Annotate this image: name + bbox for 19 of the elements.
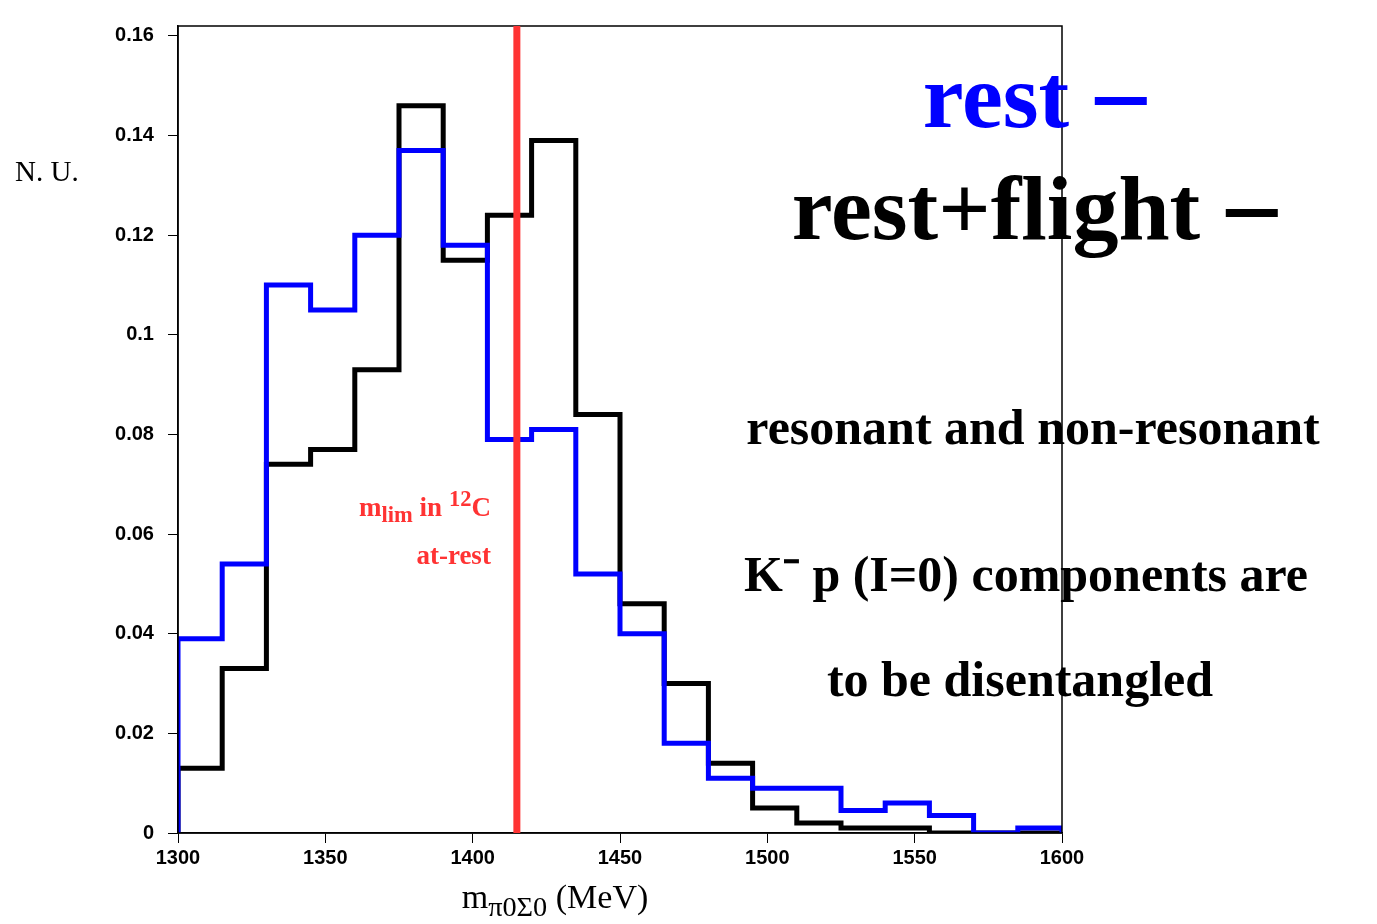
ref-line-label: m$_{lim}$ in $^{12}$C at-rest (359, 484, 491, 572)
x-tick-label: 1500 (745, 845, 790, 868)
y-tick-label: 0 (142, 820, 154, 843)
y-tick-label: 0.16 (115, 23, 154, 46)
y-tick-label: 0.02 (115, 720, 154, 743)
x-tick-label: 1450 (597, 845, 643, 868)
x-axis-title: m$_{π0Σ0}$ (MeV) (461, 878, 649, 923)
y-tick-label: 0.08 (115, 422, 154, 444)
y-tick-label: 0.12 (115, 222, 154, 245)
y-tick-label: 0.14 (115, 123, 155, 146)
x-tick-label: 1400 (450, 845, 495, 868)
x-tick-label: 1550 (892, 845, 937, 868)
y-tick-label: 0.06 (115, 521, 154, 544)
y-axis-title: N. U. (15, 155, 79, 188)
y-tick-label: 0.04 (115, 621, 155, 644)
x-tick-label: 1300 (155, 845, 201, 868)
y-tick-label: 0.1 (126, 322, 154, 345)
x-tick-label: 1600 (1039, 845, 1085, 868)
x-tick-label: 1350 (303, 845, 348, 868)
